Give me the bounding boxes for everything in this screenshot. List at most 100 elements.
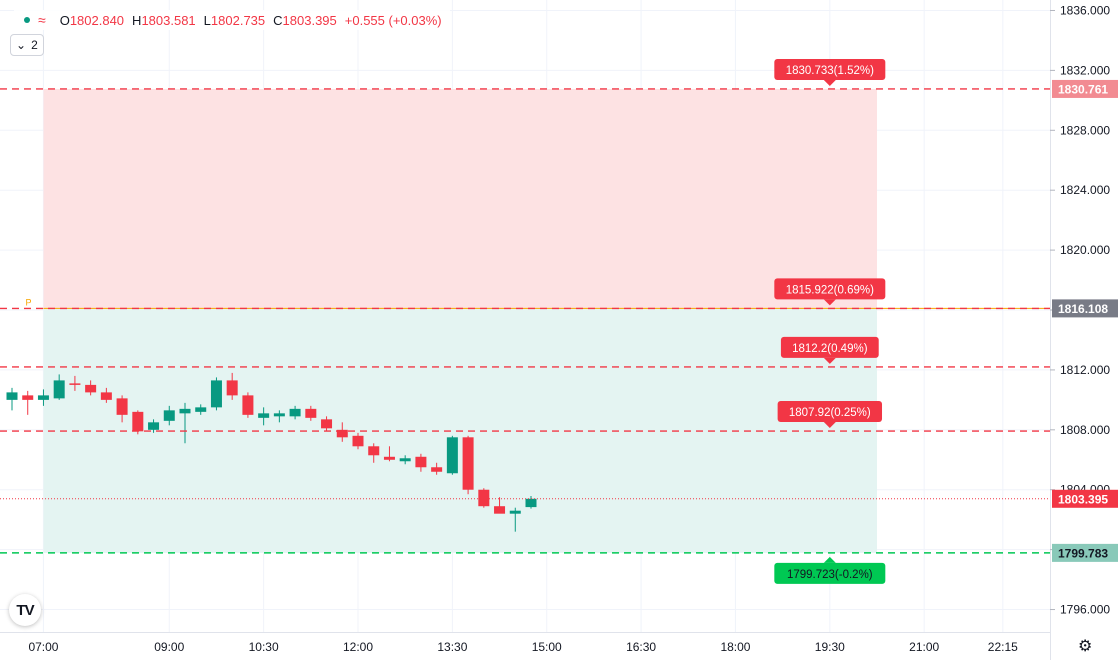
candle-body [352,435,364,447]
candle-body [305,408,317,418]
axis-price-tag: 1803.395 [1052,489,1118,508]
level-label-pointer [823,357,836,364]
time-axis-label: 07:00 [28,640,58,654]
time-axis-label: 21:00 [909,640,939,654]
axis-price-tag-text: 1830.761 [1058,82,1108,96]
candle-body [210,380,222,408]
candle-body [163,410,175,421]
candle [100,387,112,403]
candle-body [242,395,254,415]
price-axis-label: 1820.000 [1060,243,1110,257]
axis-price-tag-box [1052,299,1118,318]
level-label-pointer [823,422,836,429]
time-axis-label: 13:30 [437,640,467,654]
candle [37,389,49,406]
candle [383,446,395,462]
price-axis-label: 1796.000 [1060,603,1110,617]
time-axis-label: 09:00 [154,640,184,654]
candle-body [383,456,395,460]
level-label-box [774,278,886,300]
gear-icon[interactable]: ⚙ [1078,638,1093,655]
candle [6,387,18,411]
level-label-box [774,562,886,584]
candle [85,380,97,396]
high-label: H [132,12,142,28]
axis-price-tag-text: 1803.395 [1058,492,1108,506]
level-label: 1812.2(0.49%) [780,336,879,364]
time-axis [0,632,1050,660]
candle-body [446,437,458,474]
indicators-toggle-button[interactable]: ⌄ 2 [10,34,44,56]
chevron-down-icon: ⌄ [16,38,27,52]
axis-price-tag-text: 1799.783 [1058,546,1108,560]
level-label-text: 1830.733(1.52%) [786,65,874,77]
price-axis-label: 1828.000 [1060,123,1110,137]
open-label: O [59,12,70,28]
ohlc-legend: ≈ O 1802.840 H 1803.581 L 1802.735 C 1803.39… [14,10,450,30]
candle [210,377,222,411]
candle-body [321,419,333,429]
candle [22,390,34,415]
candle-body [431,467,443,472]
candle-body [132,411,144,432]
candle-body [179,408,191,414]
axis-price-tag: 1816.108 [1052,299,1118,318]
price-axis-label: 1836.000 [1060,3,1110,17]
candle [446,435,458,475]
candle [148,419,160,433]
candle [242,392,254,418]
candle-body [336,429,348,438]
candle [494,497,506,514]
indicator-count: 2 [31,38,38,52]
candle [258,407,270,426]
candle-body [368,446,380,456]
candle [336,422,348,442]
wave-icon[interactable]: ≈ [38,12,46,28]
time-axis-label: 15:00 [532,640,562,654]
low-label: L [203,12,211,28]
axis-price-tag-box [1052,79,1118,98]
level-label-text: 1799.723(-0.2%) [787,569,873,581]
time-axis-label: 22:15 [988,640,1018,654]
level-label-box [774,58,886,80]
entry-marker: P [25,297,31,307]
time-axis-label: 10:30 [249,640,279,654]
target-zone [43,88,878,309]
level-label: 1815.922(0.69%) [774,278,886,306]
candle-body [22,395,34,400]
candle [179,402,191,444]
time-axis-label: 16:30 [626,640,656,654]
candle-body [195,407,207,412]
candle-body [509,510,521,514]
axis-price-tag-text: 1816.108 [1058,302,1108,316]
price-axis-label: 1808.000 [1060,423,1110,437]
candle-body [289,408,301,417]
open-value: 1802.840 [69,12,125,28]
candle [415,453,427,472]
axis-price-tag-box [1052,489,1118,508]
candle-body [494,506,506,514]
candle [305,405,317,421]
level-label: 1830.733(1.52%) [774,58,886,86]
candle [116,395,128,423]
candle [321,416,333,432]
tradingview-logo-icon[interactable]: TV [9,594,41,626]
level-label-pointer [823,299,836,306]
candle-body [37,395,49,400]
price-axis-label: 1824.000 [1060,183,1110,197]
status-dot-icon [24,17,30,23]
candle-body [100,392,112,400]
level-label-text: 1815.922(0.69%) [786,284,874,296]
candle [226,372,238,400]
candle [195,404,207,415]
candle [431,462,443,475]
axis-price-tag-box [1052,543,1118,562]
axis-price-tag: 1799.783 [1052,543,1118,562]
candle-body [69,383,81,385]
candle [462,435,474,495]
high-value: 1803.581 [141,12,196,28]
candle [399,455,411,465]
time-axis-label: 12:00 [343,640,373,654]
candle [368,443,380,463]
